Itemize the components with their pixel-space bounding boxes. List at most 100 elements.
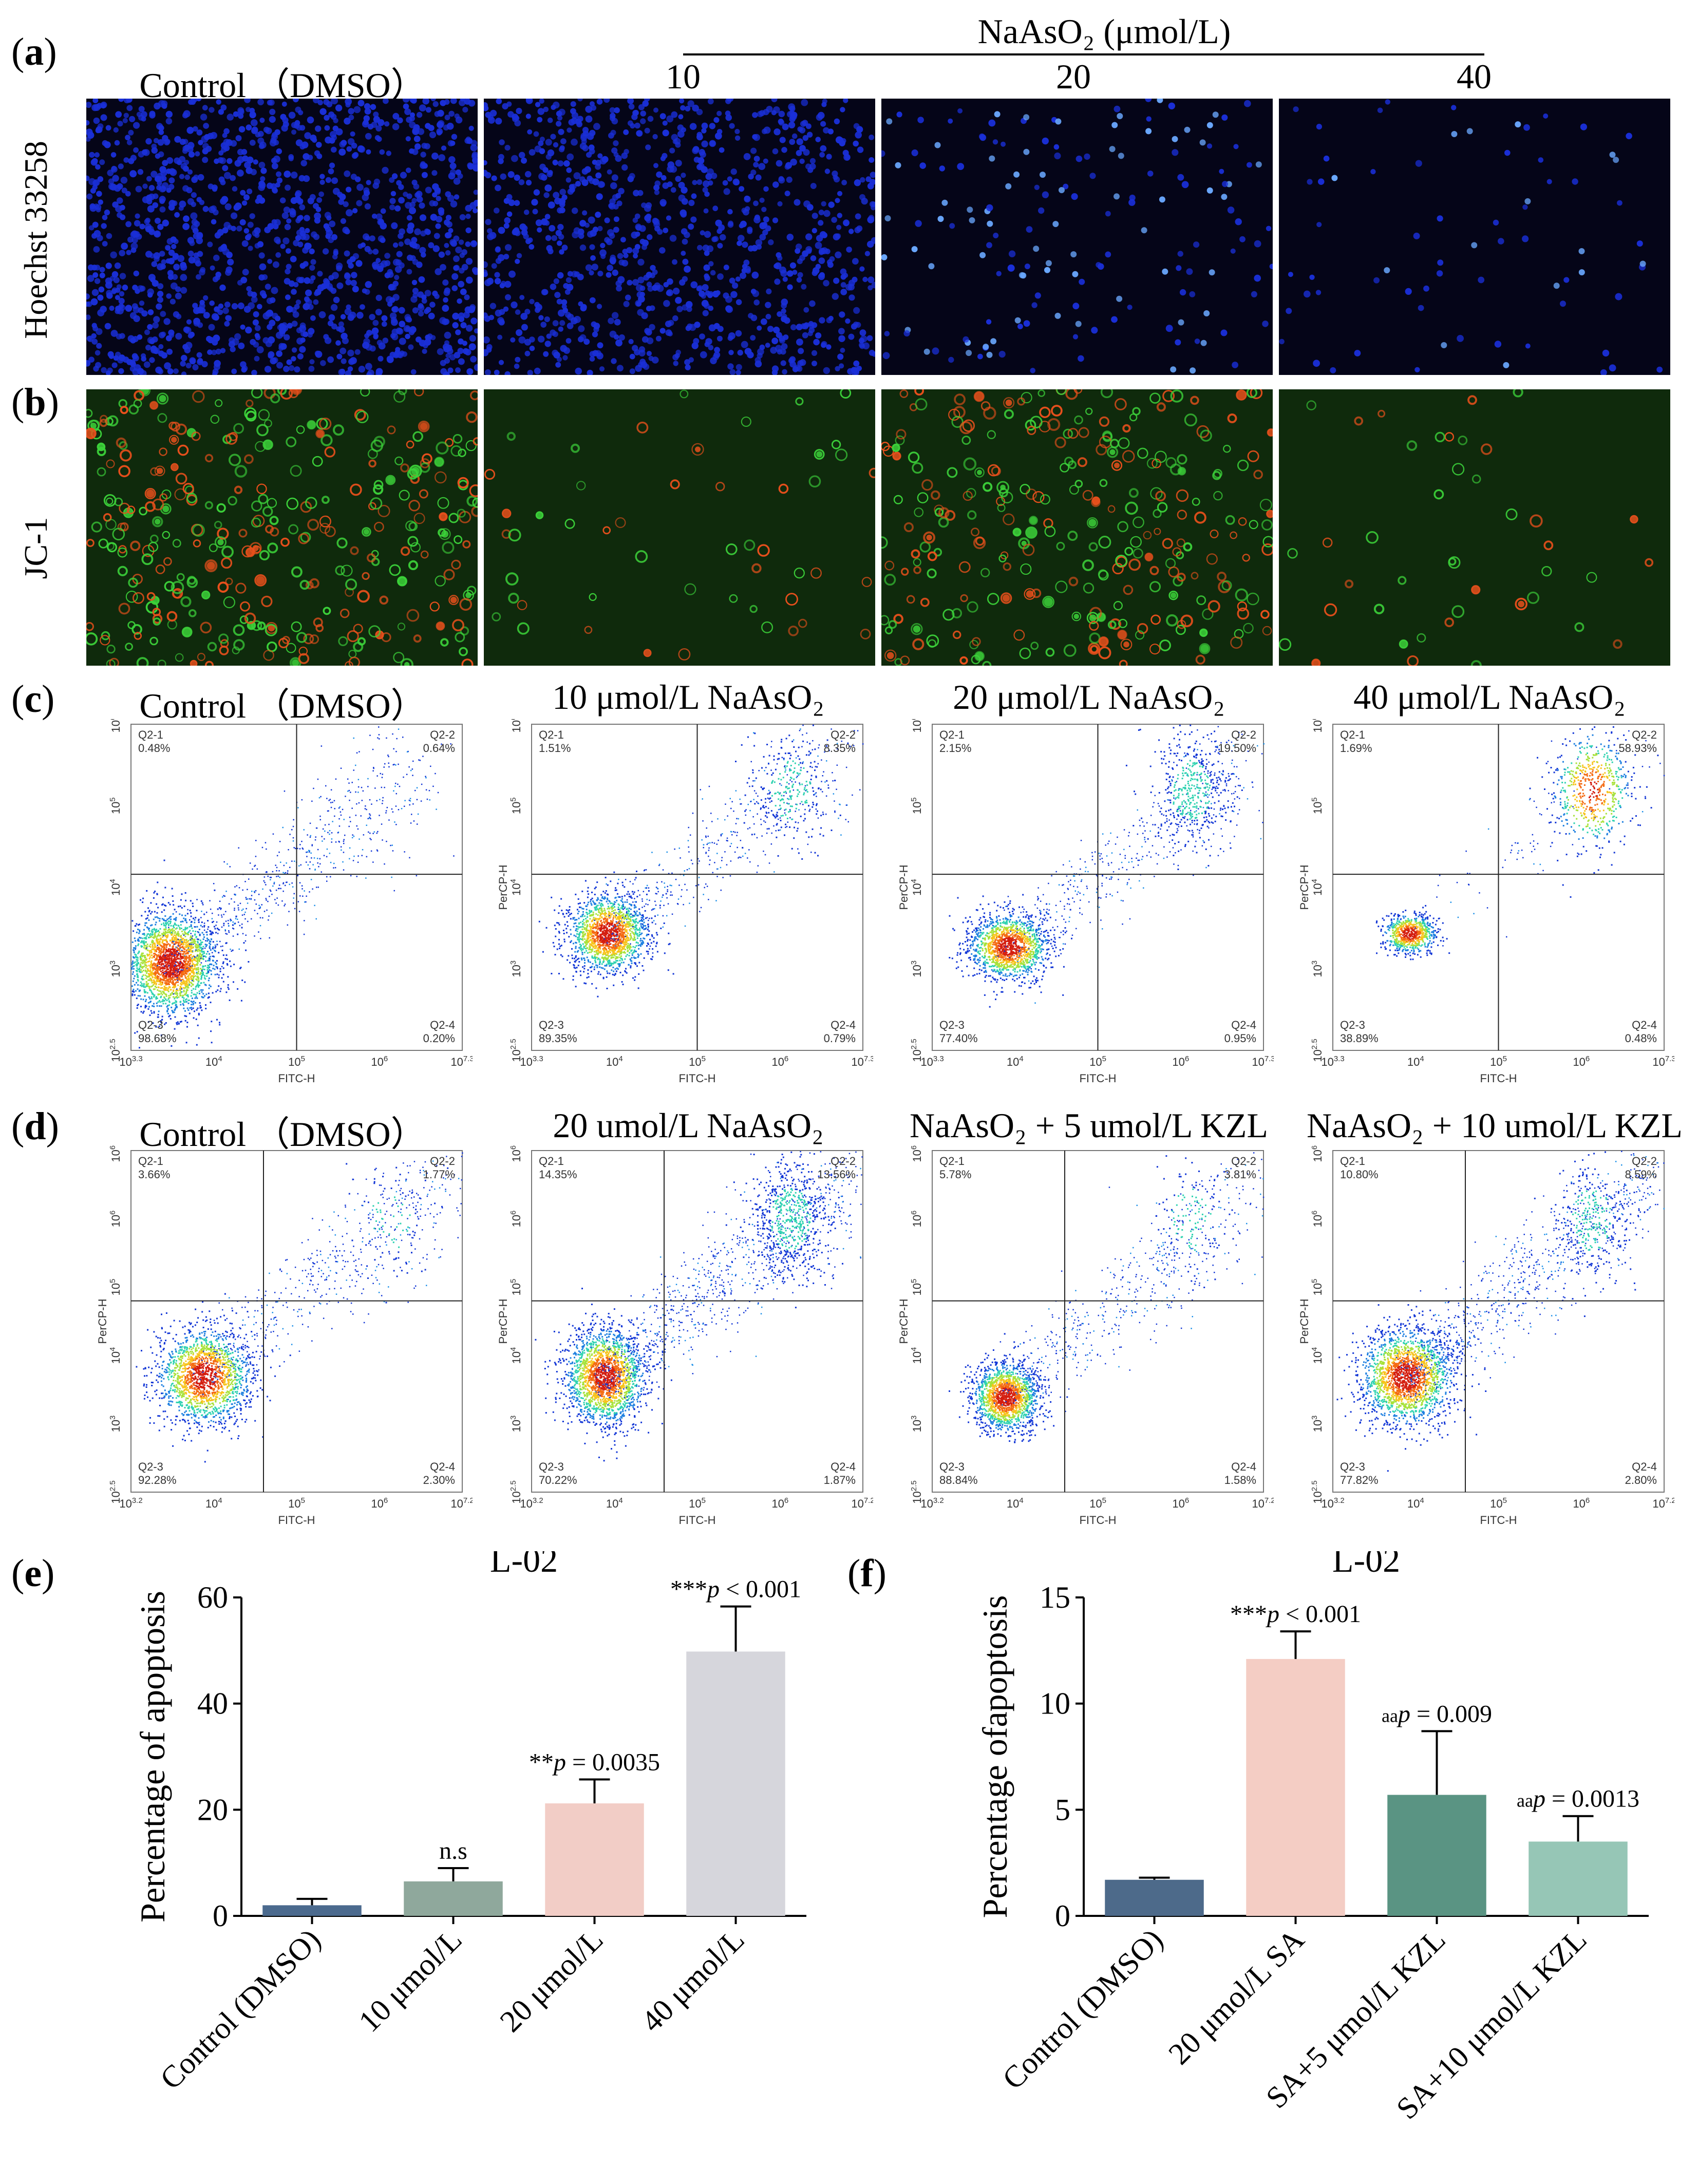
cell: [455, 632, 465, 643]
nucleus: [692, 180, 697, 185]
nucleus: [119, 250, 125, 257]
nucleus: [471, 240, 477, 246]
nucleus: [1437, 259, 1444, 266]
event-dot: [193, 975, 195, 977]
nucleus: [565, 277, 572, 283]
nucleus: [597, 181, 605, 188]
nucleus: [523, 210, 530, 215]
nucleus: [422, 348, 427, 354]
nucleus: [827, 261, 834, 268]
nucleus: [151, 143, 157, 149]
nucleus: [784, 191, 790, 197]
nucleus: [1546, 179, 1552, 184]
nucleus: [240, 324, 246, 330]
nucleus: [547, 149, 555, 157]
event-dot: [156, 975, 158, 977]
cell: [407, 536, 419, 547]
nucleus: [963, 336, 969, 343]
cell: [172, 588, 183, 599]
event-dot: [202, 989, 204, 991]
nucleus: [675, 160, 682, 167]
event-dot: [203, 951, 205, 953]
nucleus: [295, 190, 302, 197]
nucleus: [781, 298, 788, 306]
event-dot: [197, 967, 199, 969]
nucleus: [271, 162, 278, 170]
nucleus: [723, 188, 730, 195]
cell: [119, 502, 130, 514]
cell: [309, 578, 319, 589]
event-dot: [145, 999, 147, 1001]
nucleus: [392, 242, 399, 248]
nucleus: [344, 273, 351, 280]
nucleus: [416, 261, 423, 268]
cell: [286, 436, 297, 447]
nucleus: [553, 192, 560, 199]
event-dot: [178, 965, 180, 967]
nucleus: [399, 228, 405, 235]
cell: [368, 459, 376, 468]
event-dot: [201, 932, 203, 934]
event-dot: [181, 996, 183, 998]
nucleus: [96, 343, 102, 349]
cell: [440, 638, 449, 647]
nucleus: [701, 122, 708, 129]
nucleus: [1580, 123, 1587, 130]
event-dot: [174, 1002, 176, 1004]
event-dot: [187, 939, 190, 942]
nucleus: [303, 175, 310, 182]
cell: [459, 598, 473, 611]
nucleus: [448, 228, 454, 233]
event-dot: [177, 931, 179, 933]
nucleus: [443, 124, 449, 131]
event-dot: [185, 998, 187, 1000]
cell: [484, 468, 496, 480]
event-dot: [179, 989, 181, 991]
event-dot: [186, 989, 188, 991]
nucleus: [295, 299, 301, 305]
nucleus: [948, 356, 954, 363]
nucleus: [713, 323, 720, 329]
nucleus: [352, 286, 359, 293]
event-dot: [164, 939, 166, 942]
event-dot: [197, 969, 199, 971]
cell: [130, 540, 141, 551]
nucleus: [835, 233, 841, 239]
event-dot: [182, 972, 184, 974]
nucleus: [303, 153, 310, 160]
cell: [1202, 608, 1214, 620]
event-dot: [192, 969, 194, 971]
nucleus: [258, 161, 266, 168]
nucleus: [633, 190, 639, 197]
nucleus: [457, 348, 464, 354]
nucleus: [111, 287, 118, 294]
event-dot: [166, 1006, 168, 1008]
nucleus: [615, 339, 622, 347]
nucleus: [548, 170, 553, 175]
nucleus: [326, 283, 333, 290]
nucleus: [333, 250, 338, 256]
nucleus: [191, 201, 196, 208]
nucleus: [275, 252, 281, 258]
cell: [217, 528, 229, 540]
nucleus: [318, 311, 326, 318]
event-dot: [164, 982, 166, 984]
nucleus: [772, 148, 779, 155]
nucleus: [557, 272, 564, 279]
event-dot: [140, 957, 141, 959]
nucleus: [1054, 152, 1061, 160]
cell: [896, 429, 907, 440]
event-dot: [166, 968, 168, 970]
event-dot: [136, 959, 138, 961]
nucleus: [108, 178, 115, 184]
nucleus: [398, 241, 404, 247]
cell: [794, 567, 805, 579]
event-dot: [226, 963, 228, 965]
cell-bright: [975, 652, 984, 661]
nucleus: [546, 245, 553, 252]
nucleus: [196, 129, 203, 136]
nucleus: [270, 183, 277, 190]
cell: [215, 399, 223, 407]
nucleus: [182, 145, 188, 152]
cell: [1077, 457, 1087, 467]
